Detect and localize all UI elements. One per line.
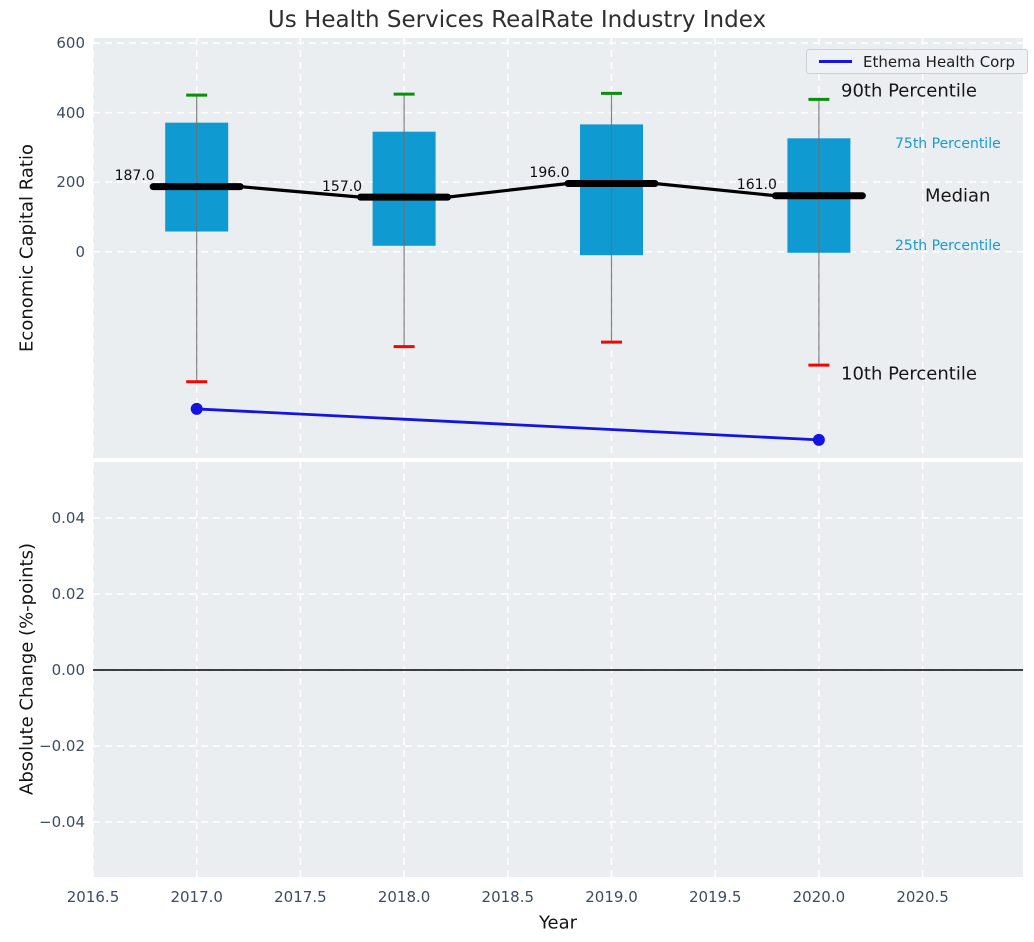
median-value-label: 196.0	[529, 165, 570, 182]
y-tick-label: 0.02	[51, 585, 85, 603]
x-tick-label: 2018.0	[377, 888, 431, 906]
annotation-p10: 10th Percentile	[841, 363, 977, 385]
annotation-p75: 75th Percentile	[895, 136, 1001, 152]
median-trend-line	[153, 181, 863, 199]
y-tick-label: 400	[56, 103, 85, 122]
top-y-axis-label: Economic Capital Ratio	[16, 144, 38, 352]
x-axis-label: Year	[538, 912, 578, 934]
y-tick-label: 0.00	[51, 661, 85, 679]
chart-title: Us Health Services RealRate Industry Ind…	[267, 7, 767, 33]
x-tick-label: 2016.5	[66, 888, 120, 906]
legend-line-icon	[819, 60, 852, 63]
y-tick-label: 600	[56, 34, 85, 52]
x-tick-label: 2020.0	[792, 888, 846, 906]
x-tick-label: 2017.0	[170, 888, 223, 906]
median-value-label: 157.0	[322, 178, 363, 195]
annotation-p25: 25th Percentile	[895, 238, 1001, 254]
top-plot-area	[93, 38, 1023, 458]
y-tick-label: −0.04	[39, 813, 85, 831]
median-value-label: 161.0	[736, 177, 777, 194]
company-marker	[190, 402, 203, 415]
company-line	[196, 407, 819, 442]
x-tick-label: 2019.5	[688, 888, 742, 906]
y-tick-label: −0.02	[39, 737, 85, 755]
legend-label: Ethema Health Corp	[863, 52, 1016, 71]
y-tick-label: 0	[75, 242, 85, 261]
bottom-y-axis-label: Absolute Change (%-points)	[16, 543, 38, 795]
y-tick-label: 200	[56, 173, 85, 192]
annotation-median: Median	[925, 185, 991, 207]
legend: Ethema Health Corp	[806, 49, 1029, 74]
x-tick-label: 2017.5	[274, 888, 327, 906]
y-tick-label: 0.04	[51, 509, 85, 527]
annotation-p90: 90th Percentile	[841, 80, 977, 102]
median-value-label: 187.0	[114, 168, 155, 185]
company-marker	[812, 433, 825, 446]
x-tick-label: 2020.5	[896, 888, 949, 906]
x-tick-label: 2018.5	[481, 888, 535, 906]
x-tick-label: 2019.0	[585, 888, 638, 906]
